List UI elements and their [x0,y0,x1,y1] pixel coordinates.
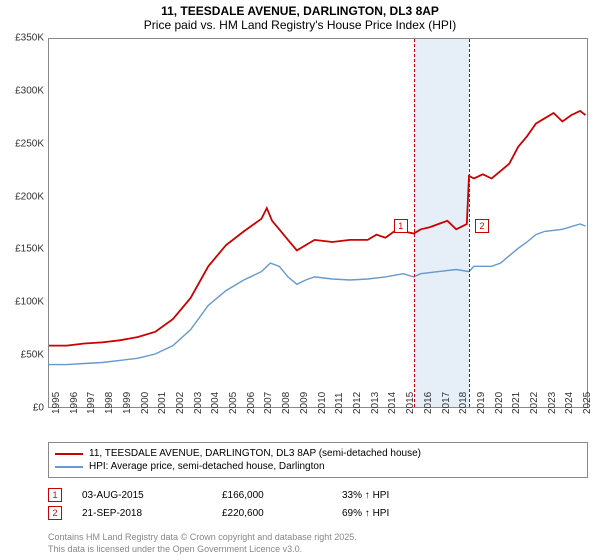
ytick-label: £350K [0,33,44,44]
xtick-label: 2013 [370,392,381,414]
sale-markers-table: 1 03-AUG-2015 £166,000 33% ↑ HPI 2 21-SEP-201… [48,486,442,522]
sale-marker-box: 2 [475,219,489,233]
xtick-label: 1997 [86,392,97,414]
ytick-label: £0 [0,403,44,414]
xtick-label: 1999 [122,392,133,414]
xtick-label: 2004 [210,392,221,414]
xtick-label: 2021 [511,392,522,414]
xtick-label: 2007 [263,392,274,414]
sale-marker-mini: 2 [48,506,62,520]
xtick-label: 2009 [299,392,310,414]
sale-marker-mini: 1 [48,488,62,502]
sale-price: £220,600 [222,508,322,519]
plot-svg [49,39,587,407]
sale-marker-box: 1 [394,219,408,233]
xtick-label: 2006 [246,392,257,414]
legend-swatch [55,453,83,455]
xtick-label: 2011 [334,392,345,414]
legend-row: 11, TEESDALE AVENUE, DARLINGTON, DL3 8AP… [55,447,581,460]
xtick-label: 2005 [228,392,239,414]
attribution-line2: This data is licensed under the Open Gov… [48,544,588,556]
chart-container: 12 £0£50K£100K£150K£200K£250K£300K£350K1… [0,38,600,438]
ytick-label: £250K [0,138,44,149]
xtick-label: 2023 [547,392,558,414]
sale-hpi: 33% ↑ HPI [342,490,442,501]
ytick-label: £50K [0,350,44,361]
series-price_paid [49,111,586,346]
sale-date: 21-SEP-2018 [82,508,202,519]
xtick-label: 1995 [51,392,62,414]
xtick-label: 2016 [423,392,434,414]
sale-marker-line [469,39,470,407]
legend-label: HPI: Average price, semi-detached house,… [89,461,325,472]
xtick-label: 2014 [387,392,398,414]
xtick-label: 2002 [175,392,186,414]
xtick-label: 1996 [69,392,80,414]
xtick-label: 2012 [352,392,363,414]
sale-marker-line [414,39,415,407]
xtick-label: 2001 [157,392,168,414]
sale-marker-row: 1 03-AUG-2015 £166,000 33% ↑ HPI [48,486,442,504]
legend: 11, TEESDALE AVENUE, DARLINGTON, DL3 8AP… [48,442,588,478]
ytick-label: £150K [0,244,44,255]
xtick-label: 2018 [458,392,469,414]
ytick-label: £300K [0,85,44,96]
xtick-label: 2020 [494,392,505,414]
legend-row: HPI: Average price, semi-detached house,… [55,460,581,473]
xtick-label: 2019 [476,392,487,414]
chart-title-line2: Price paid vs. HM Land Registry's House … [0,18,600,38]
sale-hpi: 69% ↑ HPI [342,508,442,519]
xtick-label: 2025 [582,392,593,414]
chart-title-line1: 11, TEESDALE AVENUE, DARLINGTON, DL3 8AP [0,0,600,18]
sale-price: £166,000 [222,490,322,501]
plot-area: 12 [48,38,588,408]
xtick-label: 2024 [564,392,575,414]
legend-swatch [55,466,83,468]
xtick-label: 2015 [405,392,416,414]
sale-marker-row: 2 21-SEP-2018 £220,600 69% ↑ HPI [48,504,442,522]
xtick-label: 2008 [281,392,292,414]
xtick-label: 1998 [104,392,115,414]
xtick-label: 2003 [193,392,204,414]
attribution-line1: Contains HM Land Registry data © Crown c… [48,532,588,544]
xtick-label: 2022 [529,392,540,414]
sale-date: 03-AUG-2015 [82,490,202,501]
xtick-label: 2010 [317,392,328,414]
xtick-label: 2017 [441,392,452,414]
series-hpi [49,224,586,365]
ytick-label: £100K [0,297,44,308]
ytick-label: £200K [0,191,44,202]
attribution: Contains HM Land Registry data © Crown c… [48,532,588,555]
xtick-label: 2000 [140,392,151,414]
legend-label: 11, TEESDALE AVENUE, DARLINGTON, DL3 8AP… [89,448,421,459]
